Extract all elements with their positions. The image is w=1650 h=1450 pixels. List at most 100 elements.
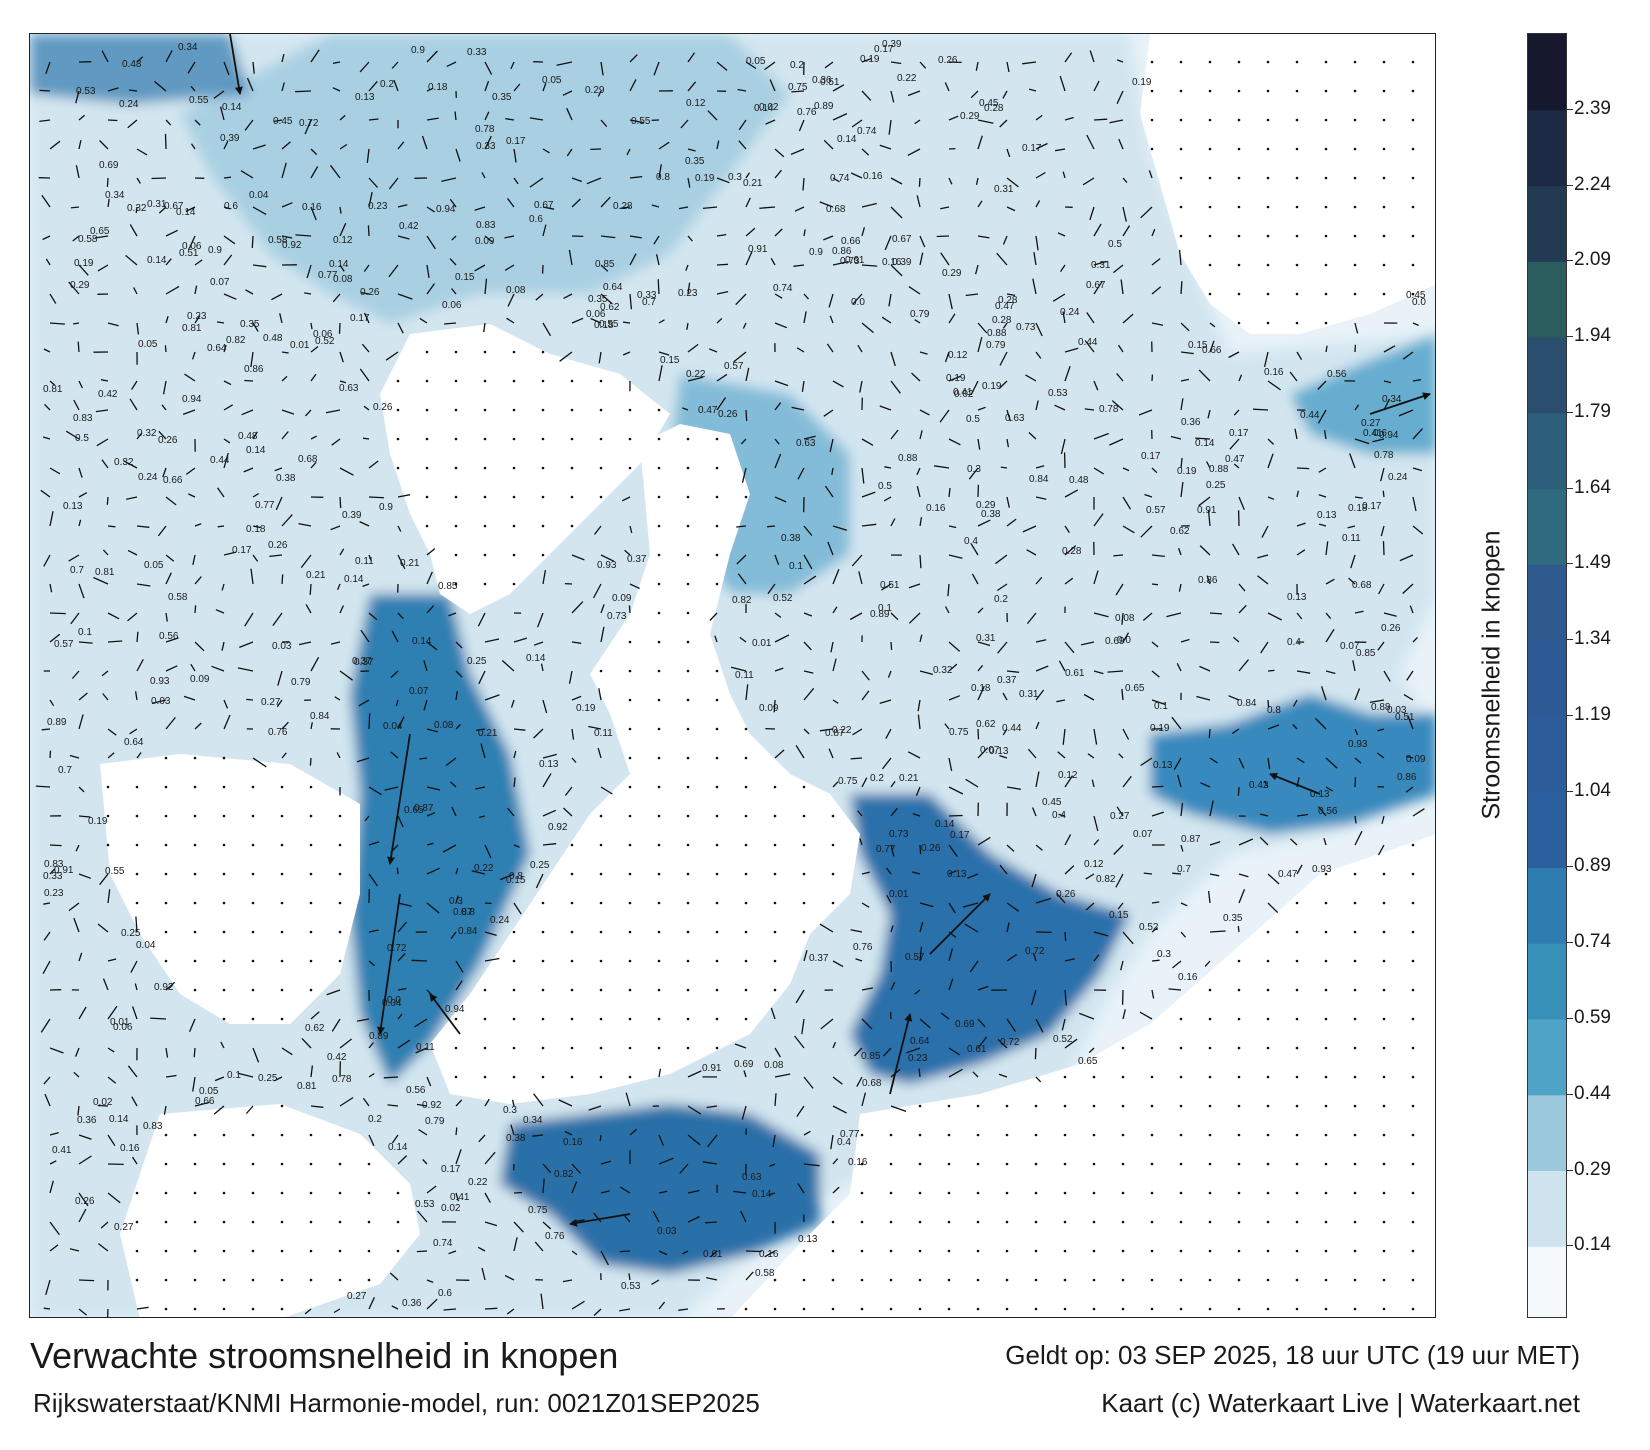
- speed-value-label: 0.75: [528, 1205, 548, 1216]
- current-arrow: [449, 258, 457, 266]
- grid-dot: [1005, 1133, 1009, 1137]
- speed-value-label: 0.45: [273, 116, 293, 127]
- current-arrow: [774, 612, 782, 618]
- speed-value-label: 0.36: [812, 75, 832, 86]
- grid-dot: [657, 524, 661, 528]
- current-arrow: [1062, 311, 1066, 324]
- current-arrow: [281, 375, 288, 382]
- current-arrow: [78, 1279, 95, 1282]
- speed-value-label: 0.17: [232, 545, 252, 556]
- grid-dot: [106, 785, 110, 789]
- grid-dot: [657, 698, 661, 702]
- speed-value-label: 0.47: [698, 405, 718, 416]
- current-arrow: [362, 1097, 370, 1107]
- speed-value-label: 0.64: [910, 1036, 930, 1047]
- current-arrow: [716, 61, 728, 71]
- speed-value-label: 0.1: [878, 603, 892, 614]
- current-arrow: [1406, 755, 1414, 759]
- grid-dot: [1208, 1104, 1212, 1108]
- current-arrow: [421, 135, 428, 150]
- current-arrow: [310, 148, 318, 156]
- speed-value-label: 0.24: [119, 99, 139, 110]
- current-arrow: [890, 844, 895, 857]
- current-arrow: [391, 61, 399, 69]
- current-arrow: [1002, 692, 1008, 701]
- current-arrow: [43, 348, 51, 353]
- speed-value-label: 0.61: [703, 1249, 723, 1260]
- grid-dot: [947, 1191, 951, 1195]
- current-arrow: [657, 279, 660, 295]
- current-arrow: [803, 229, 806, 237]
- current-arrow: [1172, 960, 1182, 969]
- current-arrow: [128, 89, 138, 92]
- grid-dot: [338, 1133, 342, 1137]
- grid-dot: [1150, 147, 1154, 151]
- grid-dot: [628, 698, 632, 702]
- current-arrow: [590, 317, 602, 324]
- speed-value-label: 0.18: [428, 82, 448, 93]
- grid-dot: [1121, 1104, 1125, 1108]
- grid-dot: [657, 669, 661, 673]
- current-arrow: [1180, 803, 1184, 817]
- grid-dot: [222, 872, 226, 876]
- current-arrow: [43, 554, 51, 567]
- grid-dot: [1353, 1191, 1357, 1195]
- current-arrow: [129, 224, 138, 237]
- speed-value-label: 0.31: [976, 633, 996, 644]
- current-arrow: [803, 1076, 814, 1089]
- current-arrow: [310, 166, 319, 179]
- speed-value-label: 0.81: [297, 1081, 317, 1092]
- current-arrow: [1195, 437, 1211, 440]
- current-arrow: [190, 85, 196, 92]
- speed-value-label: 0.92: [422, 1100, 442, 1111]
- current-arrow: [474, 264, 486, 272]
- grid-dot: [1295, 1017, 1299, 1021]
- grid-dot: [338, 843, 342, 847]
- current-arrow: [127, 612, 138, 622]
- speed-value-label: 0.65: [1078, 1056, 1098, 1067]
- grid-dot: [1266, 118, 1270, 122]
- current-arrow: [1093, 432, 1109, 440]
- current-arrow: [1325, 670, 1336, 675]
- current-arrow: [252, 206, 267, 215]
- grid-dot: [715, 1017, 719, 1021]
- current-arrow: [368, 191, 373, 208]
- colorbar-tick-label: 2.09: [1574, 249, 1611, 270]
- grid-dot: [338, 959, 342, 963]
- grid-dot: [251, 843, 255, 847]
- current-arrow: [1116, 806, 1124, 817]
- current-arrow: [513, 83, 521, 92]
- grid-dot: [1034, 1220, 1038, 1224]
- current-arrow: [131, 380, 138, 390]
- grid-dot: [599, 408, 603, 412]
- grid-dot: [1353, 205, 1357, 209]
- current-arrow: [852, 728, 863, 736]
- current-arrow: [801, 380, 805, 392]
- current-arrow: [1317, 409, 1327, 424]
- current-arrow: [1412, 496, 1417, 512]
- current-arrow: [281, 235, 293, 239]
- colorbar-tick-label: 1.19: [1574, 704, 1611, 725]
- current-arrow: [442, 844, 457, 853]
- current-arrow: [977, 406, 986, 411]
- current-speed-map[interactable]: 0.18 0.27 0.17 0.14 0.25 0.14 0.12 0.29 0.26 0.13…: [29, 33, 1436, 1318]
- grid-dot: [309, 1133, 313, 1137]
- grid-dot: [309, 843, 313, 847]
- speed-value-label: 0.44: [210, 455, 230, 466]
- speed-value-label: 0.19: [982, 381, 1002, 392]
- current-arrow: [426, 605, 435, 614]
- speed-value-label: 0.6: [529, 214, 543, 225]
- current-arrow: [803, 687, 815, 701]
- current-arrow: [1238, 838, 1254, 846]
- current-arrow: [861, 202, 877, 208]
- current-arrow: [1354, 438, 1370, 445]
- current-arrow: [419, 317, 428, 324]
- speed-value-label: 0.51: [1395, 712, 1415, 723]
- grid-dot: [1382, 1278, 1386, 1282]
- grid-dot: [1295, 930, 1299, 934]
- current-arrow: [803, 293, 809, 300]
- current-arrow: [49, 1047, 64, 1054]
- speed-value-label: 0.65: [404, 805, 424, 816]
- grid-dot: [628, 959, 632, 963]
- current-arrow: [391, 630, 399, 643]
